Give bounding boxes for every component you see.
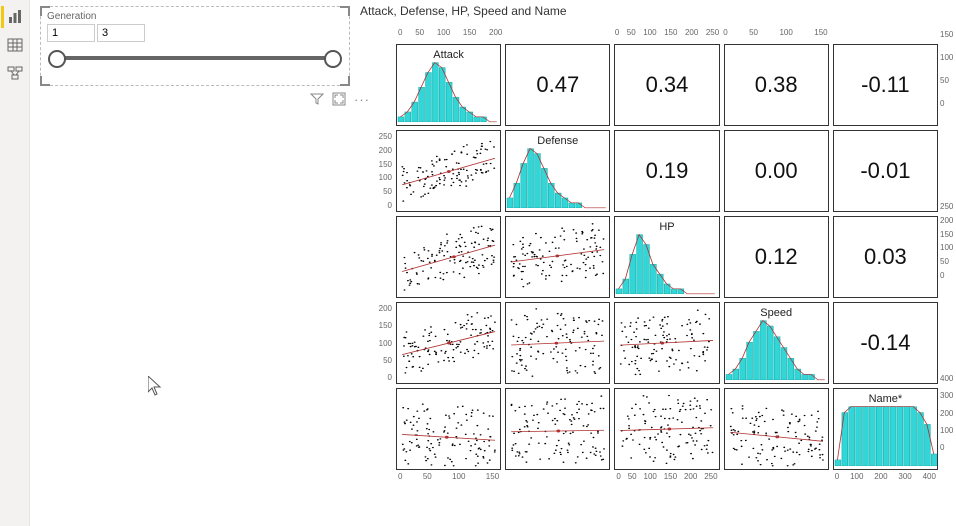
correlation-cell: -0.14 <box>833 302 938 384</box>
top-axis-segment <box>504 28 612 44</box>
histogram-cell: Speed <box>724 302 829 384</box>
mouse-cursor <box>148 376 164 401</box>
slicer-min-input[interactable] <box>47 24 95 42</box>
correlation-value: 0.03 <box>834 217 937 297</box>
left-axis-segment <box>378 388 392 470</box>
right-axis-segment: 150100500 <box>940 28 956 110</box>
top-axis-segment <box>830 28 938 44</box>
right-axis-segment <box>940 286 956 368</box>
scatter-cell <box>396 302 501 384</box>
right-axis-segment: 250200150100500 <box>940 200 956 282</box>
correlation-cell: -0.01 <box>833 130 938 212</box>
histogram-cell: HP <box>614 216 719 298</box>
correlation-value: 0.34 <box>615 45 718 125</box>
top-axis-segment: 050100150 <box>721 28 829 44</box>
correlation-value: -0.14 <box>834 303 937 383</box>
correlation-value: -0.11 <box>834 45 937 125</box>
variable-label: HP <box>659 221 674 233</box>
correlation-value: 0.00 <box>725 131 828 211</box>
correlation-cell: 0.03 <box>833 216 938 298</box>
variable-label: Speed <box>760 307 792 319</box>
right-axis-segment: 4003002001000 <box>940 372 956 454</box>
top-axis-segment: 050100150200 <box>396 28 504 44</box>
correlation-cell: 0.00 <box>724 130 829 212</box>
slicer-handle-max[interactable] <box>324 50 342 68</box>
slicer-max-input[interactable] <box>97 24 145 42</box>
model-view-icon[interactable] <box>4 62 26 84</box>
more-options-icon[interactable]: ··· <box>354 92 370 109</box>
left-axis-segment <box>378 216 392 298</box>
slicer-track[interactable] <box>55 56 335 60</box>
histogram-cell: Name* <box>833 388 938 470</box>
bottom-axis-segment: 050100150 <box>396 472 501 481</box>
variable-label: Name* <box>869 393 903 405</box>
slicer-handle-min[interactable] <box>48 50 66 68</box>
bottom-axis-segment: 0100200300400 <box>833 472 938 481</box>
variable-label: Attack <box>433 49 464 61</box>
scatter-cell <box>505 302 610 384</box>
correlation-cell: 0.47 <box>505 44 610 126</box>
scatter-cell <box>614 388 719 470</box>
focus-mode-icon[interactable] <box>332 92 346 109</box>
correlation-value: -0.01 <box>834 131 937 211</box>
bottom-axis-segment: 050100150200250 <box>614 472 719 481</box>
correlation-cell: -0.11 <box>833 44 938 126</box>
scatter-cell <box>396 216 501 298</box>
scatter-cell <box>396 388 501 470</box>
pairplot-matrix: 050100150200050100150200250050100150 Att… <box>378 28 938 481</box>
visual-toolbar: ··· <box>310 92 370 109</box>
correlation-value: 0.47 <box>506 45 609 125</box>
correlation-cell: 0.34 <box>614 44 719 126</box>
correlation-value: 0.12 <box>725 217 828 297</box>
bottom-axis-segment <box>724 472 829 481</box>
variable-label: Defense <box>537 135 578 147</box>
slicer-visual[interactable]: Generation <box>40 6 350 86</box>
scatter-cell <box>724 388 829 470</box>
scatter-cell <box>396 130 501 212</box>
top-axis-segment: 050100150200250 <box>613 28 721 44</box>
histogram-cell: Attack <box>396 44 501 126</box>
scatter-cell <box>505 388 610 470</box>
visual-title: Attack, Defense, HP, Speed and Name <box>360 4 567 18</box>
left-axis-segment: 250200150100500 <box>378 130 392 212</box>
filter-icon[interactable] <box>310 92 324 109</box>
scatter-cell <box>614 302 719 384</box>
report-view-icon[interactable] <box>1 6 26 28</box>
correlation-value: 0.38 <box>725 45 828 125</box>
left-axis-segment: 200150100500 <box>378 302 392 384</box>
correlation-cell: 0.12 <box>724 216 829 298</box>
right-axis-segment <box>940 114 956 196</box>
slicer-title: Generation <box>41 7 349 24</box>
bottom-axis-segment <box>505 472 610 481</box>
scatter-cell <box>505 216 610 298</box>
left-rail <box>0 0 30 526</box>
data-view-icon[interactable] <box>4 34 26 56</box>
correlation-cell: 0.38 <box>724 44 829 126</box>
left-axis-segment <box>378 44 392 126</box>
correlation-value: 0.19 <box>615 131 718 211</box>
correlation-cell: 0.19 <box>614 130 719 212</box>
histogram-cell: Defense <box>505 130 610 212</box>
